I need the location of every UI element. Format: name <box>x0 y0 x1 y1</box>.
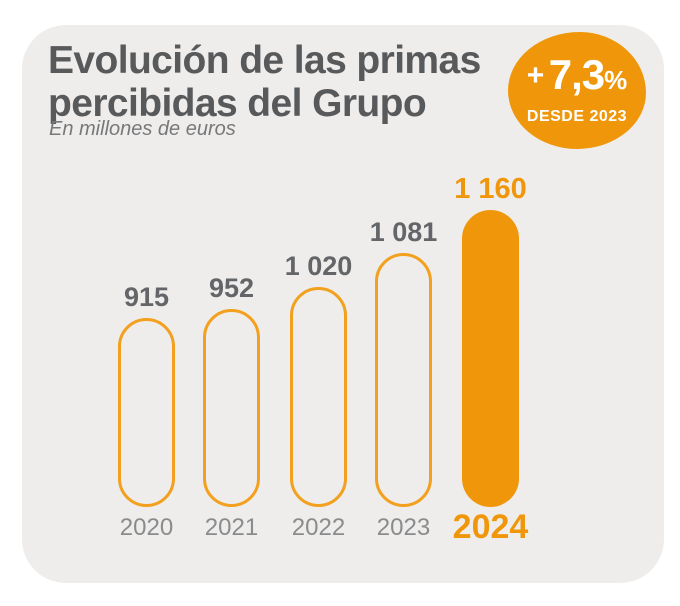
badge-growth-value: + 7,3% <box>526 54 628 105</box>
bar-year-label: 2021 <box>204 514 259 541</box>
bar-year-label: 2023 <box>376 514 431 541</box>
bar-year-label: 2020 <box>119 514 174 541</box>
page-subtitle: En millones de euros <box>49 118 236 140</box>
bar-chart: 915 2020 952 2021 1 020 2022 1 081 2023 <box>22 25 664 583</box>
badge-plus-sign: + <box>526 59 545 92</box>
bar-pill <box>462 210 519 507</box>
bar-year-label: 2022 <box>291 514 346 541</box>
bar-group: 1 160 2024 <box>453 25 529 583</box>
bar-group: 1 081 2023 <box>370 25 438 583</box>
bar-value-label: 1 081 <box>369 217 438 247</box>
bar-value-label: 915 <box>123 282 170 312</box>
growth-badge: + 7,3% DESDE 2023 <box>508 32 646 149</box>
badge-caption: DESDE 2023 <box>526 108 628 125</box>
badge-percent-value: 7,3 <box>548 51 605 98</box>
bar-group: 952 2021 <box>203 25 260 583</box>
bar-group: 915 2020 <box>118 25 175 583</box>
bar-value-label: 1 160 <box>454 173 527 205</box>
bar-pill <box>290 287 347 507</box>
bar-pill <box>375 253 432 507</box>
badge-percent-sign: % <box>604 65 628 95</box>
page-title: Evolución de las primas percibidas del G… <box>48 39 481 125</box>
bar-group: 1 020 2022 <box>285 25 353 583</box>
bar-pill <box>118 318 175 507</box>
bar-value-label: 1 020 <box>284 251 353 281</box>
bar-pill <box>203 309 260 507</box>
card: Evolución de las primas percibidas del G… <box>22 25 664 583</box>
bar-year-label: 2024 <box>452 508 529 546</box>
page-title-line1: Evolución de las primas <box>48 39 481 82</box>
bar-value-label: 952 <box>208 273 255 303</box>
page-title-line2: percibidas del Grupo <box>48 82 427 125</box>
